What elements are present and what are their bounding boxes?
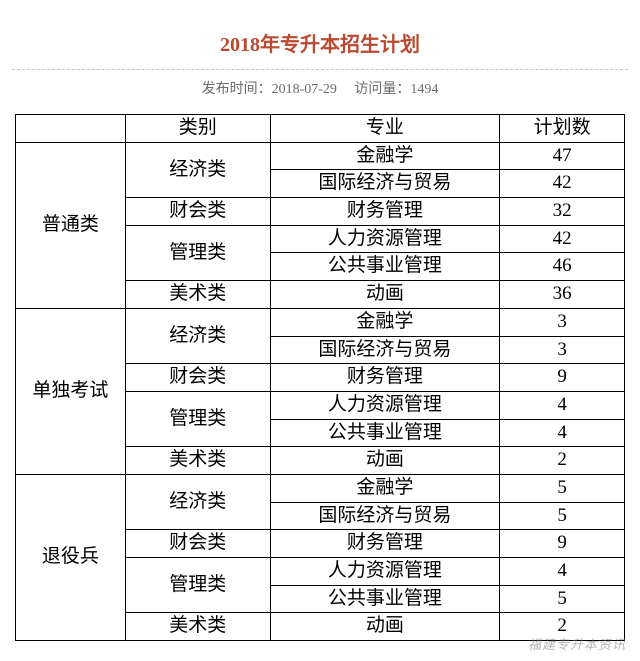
- plan-cell: 42: [500, 170, 625, 198]
- plan-cell: 9: [500, 364, 625, 392]
- plan-cell: 4: [500, 391, 625, 419]
- major-cell: 人力资源管理: [270, 558, 500, 586]
- plan-cell: 5: [500, 585, 625, 613]
- plan-cell: 5: [500, 502, 625, 530]
- col-category: 类别: [125, 115, 270, 143]
- plan-cell: 3: [500, 336, 625, 364]
- plan-cell: 5: [500, 474, 625, 502]
- major-cell: 公共事业管理: [270, 585, 500, 613]
- plan-table: 类别专业计划数普通类经济类金融学47国际经济与贸易42财会类财务管理32管理类人…: [15, 114, 625, 641]
- group-cell: 普通类: [16, 142, 126, 308]
- publish-date: 2018-07-29: [272, 82, 337, 97]
- category-cell: 美术类: [125, 613, 270, 641]
- major-cell: 金融学: [270, 308, 500, 336]
- plan-cell: 2: [500, 447, 625, 475]
- meta-line: 发布时间：2018-07-29 访问量：1494: [12, 78, 628, 98]
- major-cell: 国际经济与贸易: [270, 170, 500, 198]
- col-plan: 计划数: [500, 115, 625, 143]
- major-cell: 国际经济与贸易: [270, 502, 500, 530]
- major-cell: 人力资源管理: [270, 225, 500, 253]
- table-row: 退役兵经济类金融学5: [16, 474, 625, 502]
- plan-cell: 36: [500, 281, 625, 309]
- visits: 1494: [410, 82, 438, 97]
- table-row: 普通类经济类金融学47: [16, 142, 625, 170]
- plan-cell: 47: [500, 142, 625, 170]
- watermark: 福建专升本资讯: [528, 634, 626, 653]
- major-cell: 财务管理: [270, 364, 500, 392]
- major-cell: 国际经济与贸易: [270, 336, 500, 364]
- plan-cell: 9: [500, 530, 625, 558]
- category-cell: 经济类: [125, 308, 270, 363]
- category-cell: 美术类: [125, 447, 270, 475]
- plan-cell: 3: [500, 308, 625, 336]
- plan-cell: 42: [500, 225, 625, 253]
- category-cell: 美术类: [125, 281, 270, 309]
- divider: [12, 69, 628, 70]
- plan-cell: 4: [500, 558, 625, 586]
- category-cell: 管理类: [125, 558, 270, 613]
- major-cell: 动画: [270, 613, 500, 641]
- plan-cell: 4: [500, 419, 625, 447]
- plan-cell: 46: [500, 253, 625, 281]
- major-cell: 财务管理: [270, 530, 500, 558]
- group-cell: 单独考试: [16, 308, 126, 474]
- major-cell: 动画: [270, 447, 500, 475]
- visits-label: 访问量：: [354, 82, 410, 97]
- major-cell: 公共事业管理: [270, 419, 500, 447]
- major-cell: 金融学: [270, 474, 500, 502]
- category-cell: 管理类: [125, 225, 270, 280]
- category-cell: 财会类: [125, 530, 270, 558]
- group-cell: 退役兵: [16, 474, 126, 640]
- plan-cell: 32: [500, 198, 625, 226]
- major-cell: 动画: [270, 281, 500, 309]
- page-title: 2018年专升本招生计划: [12, 28, 628, 57]
- major-cell: 财务管理: [270, 198, 500, 226]
- col-group: [16, 115, 126, 143]
- category-cell: 财会类: [125, 198, 270, 226]
- major-cell: 公共事业管理: [270, 253, 500, 281]
- table-row: 单独考试经济类金融学3: [16, 308, 625, 336]
- major-cell: 人力资源管理: [270, 391, 500, 419]
- category-cell: 经济类: [125, 474, 270, 529]
- category-cell: 经济类: [125, 142, 270, 197]
- major-cell: 金融学: [270, 142, 500, 170]
- publish-label: 发布时间：: [202, 82, 272, 97]
- category-cell: 管理类: [125, 391, 270, 446]
- category-cell: 财会类: [125, 364, 270, 392]
- col-major: 专业: [270, 115, 500, 143]
- table-header-row: 类别专业计划数: [16, 115, 625, 143]
